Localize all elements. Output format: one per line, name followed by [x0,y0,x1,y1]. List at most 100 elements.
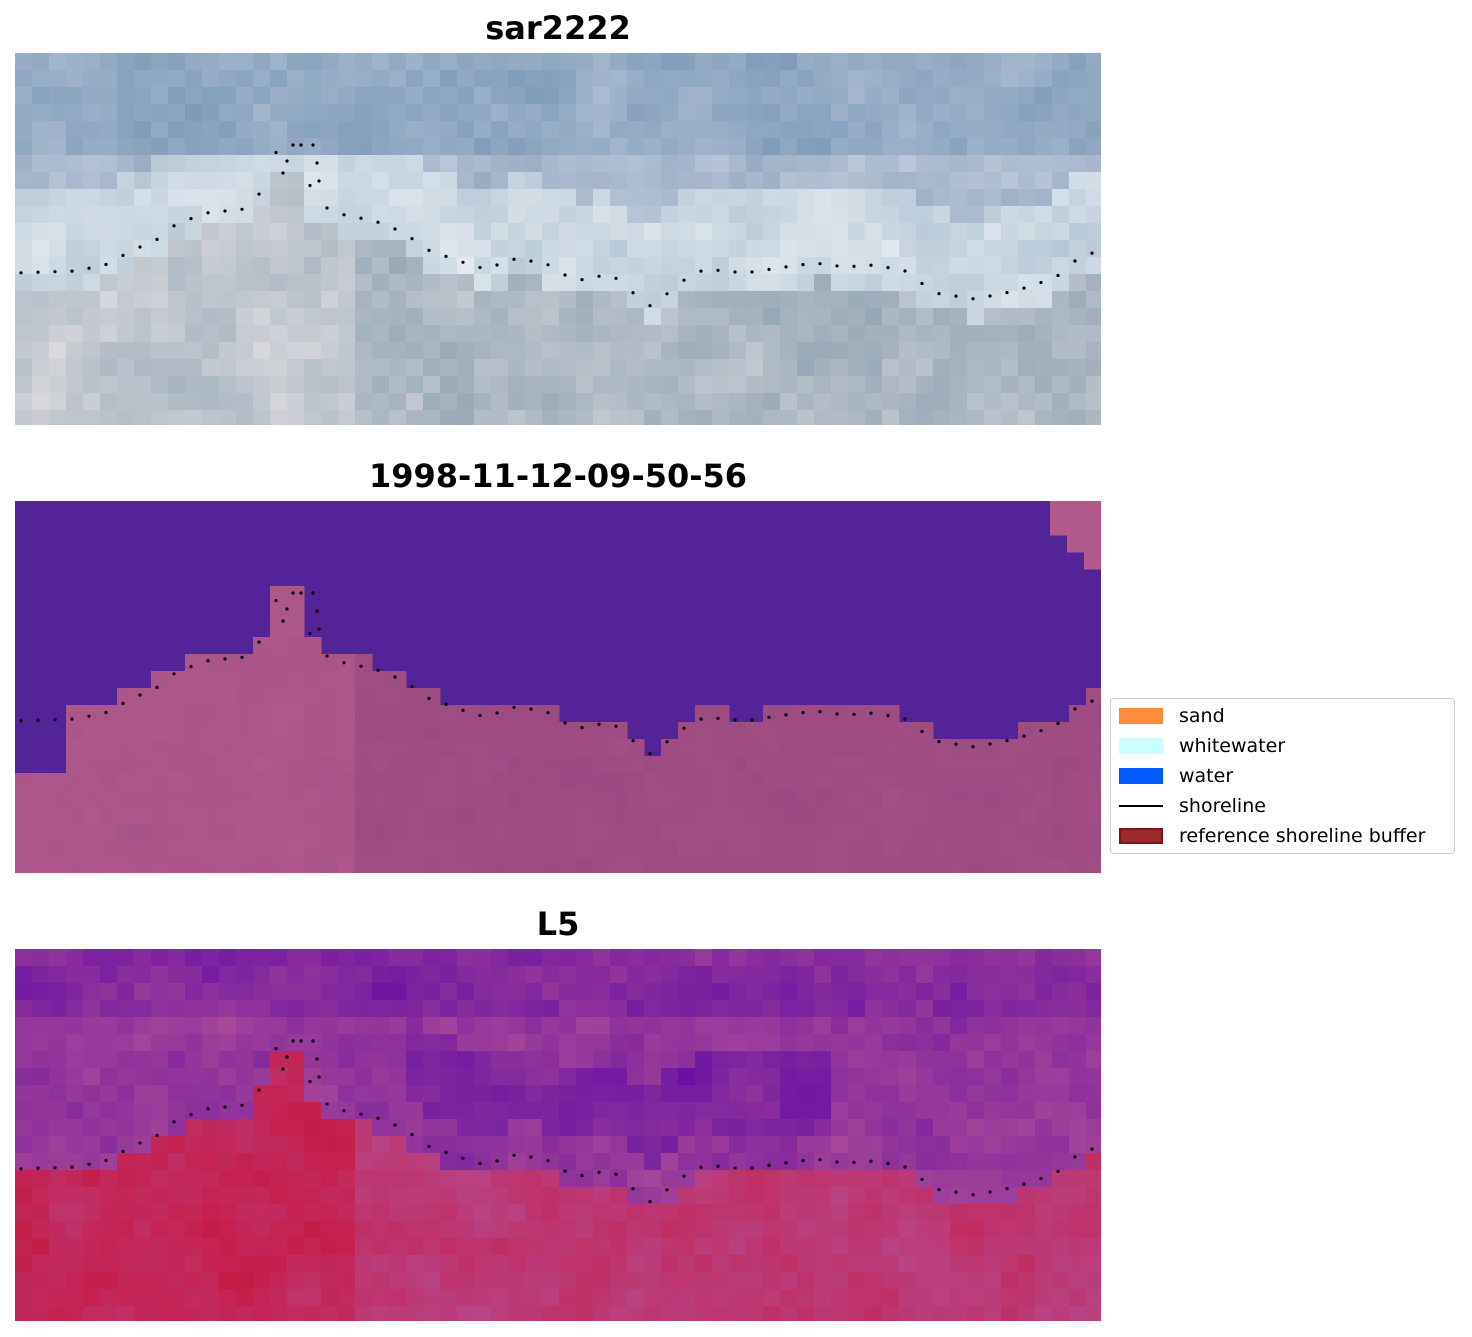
image-pixel [576,1051,594,1069]
land-pixel [372,671,390,689]
image-pixel [406,1170,424,1188]
land-pixel [1018,722,1036,740]
shoreline-dot [53,270,57,274]
image-pixel [882,410,900,425]
image-pixel [933,1204,951,1222]
image-pixel [967,376,985,394]
image-pixel [83,172,101,190]
image-pixel [950,138,968,156]
land-pixel [1086,858,1101,873]
land-pixel [525,756,543,774]
image-pixel [253,70,271,88]
image-pixel [474,1204,492,1222]
image-pixel [1069,376,1087,394]
image-pixel [253,393,271,411]
image-pixel [763,104,781,122]
land-pixel [202,688,220,706]
image-pixel [15,1272,33,1290]
image-pixel [661,949,679,967]
land-pixel [950,739,968,757]
land-pixel [338,756,356,774]
image-pixel [780,291,798,309]
image-pixel [372,1034,390,1052]
image-pixel [355,87,373,105]
image-pixel [389,1153,407,1171]
image-pixel [134,325,152,343]
image-pixel [491,1034,509,1052]
land-pixel [491,858,509,873]
image-pixel [304,53,322,71]
image-pixel [423,359,441,377]
image-pixel [712,1170,730,1188]
image-pixel [321,257,339,275]
image-pixel [865,155,883,173]
image-pixel [508,104,526,122]
image-pixel [814,155,832,173]
image-pixel [202,342,220,360]
image-pixel [253,1119,271,1137]
image-pixel [491,359,509,377]
image-pixel [763,291,781,309]
image-pixel [423,1289,441,1307]
image-pixel [865,1085,883,1103]
image-pixel [916,1153,934,1171]
image-pixel [440,206,458,224]
land-pixel [168,705,186,723]
image-pixel [559,1170,577,1188]
image-pixel [525,53,543,71]
image-pixel [1035,87,1053,105]
image-pixel [984,1051,1002,1069]
land-pixel [678,773,696,791]
land-pixel [372,705,390,723]
image-pixel [83,70,101,88]
image-pixel [950,1306,968,1321]
land-pixel [270,654,288,672]
image-pixel [525,410,543,425]
land-pixel [610,722,628,740]
image-pixel [321,1170,339,1188]
image-pixel [950,121,968,139]
image-pixel [355,1221,373,1239]
image-pixel [202,53,220,71]
land-pixel [763,824,781,842]
image-pixel [457,257,475,275]
shoreline-dot [665,292,669,296]
image-pixel [831,1000,849,1018]
image-pixel [168,138,186,156]
image-pixel [1018,1255,1036,1273]
land-pixel [916,722,934,740]
image-pixel [423,189,441,207]
image-pixel [202,1289,220,1307]
land-pixel [644,773,662,791]
image-pixel [695,359,713,377]
image-pixel [797,410,815,425]
image-pixel [610,359,628,377]
image-pixel [253,966,271,984]
land-pixel [780,858,798,873]
image-pixel [1069,87,1087,105]
land-pixel [678,790,696,808]
image-pixel [304,1204,322,1222]
image-pixel [338,1306,356,1321]
image-pixel [338,983,356,1001]
shoreline-dot [189,1113,193,1117]
land-pixel [389,858,407,873]
image-pixel [916,1136,934,1154]
image-pixel [304,342,322,360]
land-pixel [474,807,492,825]
image-pixel [695,155,713,173]
image-pixel [32,1272,50,1290]
image-pixel [1086,206,1101,224]
image-pixel [168,1017,186,1035]
land-pixel [610,841,628,859]
land-pixel [1001,858,1019,873]
image-pixel [1052,87,1070,105]
land-pixel [338,790,356,808]
image-pixel [270,291,288,309]
image-pixel [695,393,713,411]
image-pixel [797,1306,815,1321]
image-pixel [746,291,764,309]
image-pixel [270,87,288,105]
shoreline-dot [886,714,890,718]
image-pixel [712,393,730,411]
